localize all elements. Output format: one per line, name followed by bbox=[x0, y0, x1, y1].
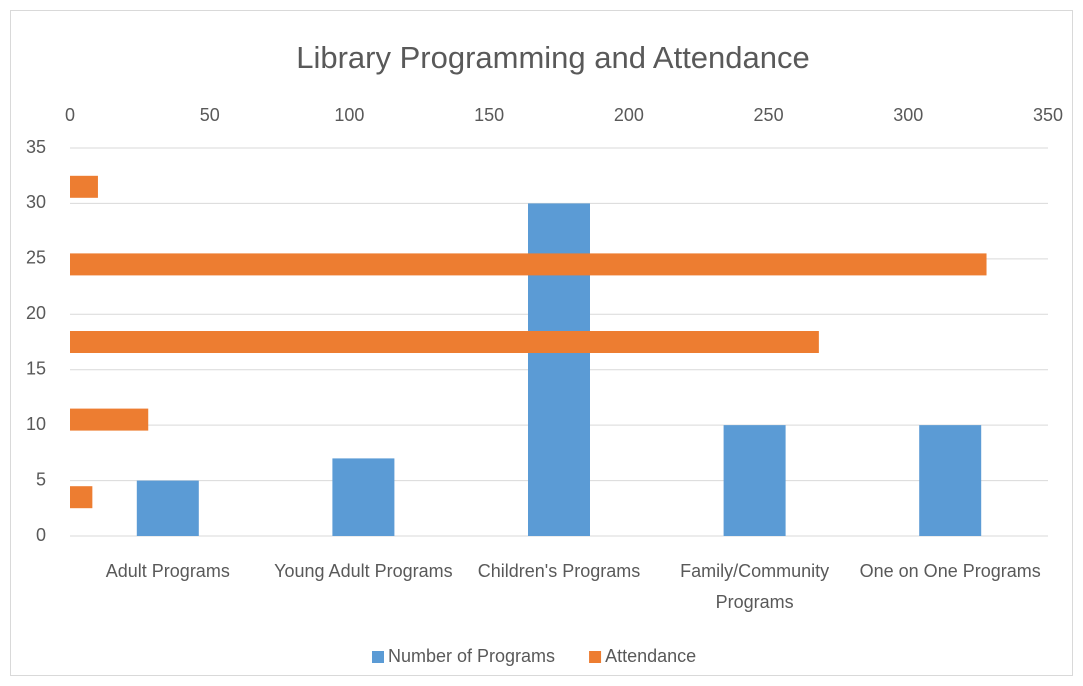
x-tick-label: One on One Programs bbox=[859, 561, 1041, 581]
x2-tick-label: 0 bbox=[65, 105, 75, 125]
program-bar bbox=[332, 458, 395, 536]
x2-tick-label: 350 bbox=[1033, 105, 1063, 125]
chart-title: Library Programming and Attendance bbox=[296, 40, 810, 75]
legend-swatch bbox=[372, 651, 384, 663]
program-bar bbox=[136, 480, 199, 536]
program-bar bbox=[919, 425, 982, 536]
y-tick-label: 0 bbox=[36, 525, 46, 545]
y-tick-label: 15 bbox=[26, 358, 46, 378]
x2-tick-label: 50 bbox=[200, 105, 220, 125]
attendance-bar bbox=[70, 253, 987, 276]
program-bar bbox=[528, 203, 590, 536]
attendance-bar bbox=[70, 175, 98, 198]
y-tick-label: 20 bbox=[26, 303, 46, 323]
program-bar bbox=[723, 425, 786, 536]
x2-tick-label: 150 bbox=[474, 105, 504, 125]
y-tick-label: 25 bbox=[26, 248, 46, 268]
y-tick-label: 10 bbox=[26, 414, 46, 434]
x2-tick-label: 250 bbox=[754, 105, 784, 125]
x2-tick-label: 200 bbox=[614, 105, 644, 125]
x-tick-label: Adult Programs bbox=[105, 561, 230, 581]
attendance-bar bbox=[70, 486, 93, 509]
attendance-bar bbox=[70, 408, 149, 431]
legend-label: Number of Programs bbox=[388, 646, 555, 666]
x-tick-label: Children's Programs bbox=[477, 561, 641, 581]
x-tick-label: Young Adult Programs bbox=[274, 561, 453, 581]
x2-tick-label: 300 bbox=[893, 105, 923, 125]
y-tick-label: 35 bbox=[26, 137, 46, 157]
legend-label: Attendance bbox=[605, 646, 696, 666]
x-tick-label: Family/Community Programs bbox=[680, 561, 830, 612]
y-tick-label: 30 bbox=[26, 192, 46, 212]
y-tick-label: 5 bbox=[36, 469, 46, 489]
legend-swatch bbox=[589, 651, 602, 663]
x2-tick-label: 100 bbox=[334, 105, 364, 125]
attendance-bar bbox=[70, 331, 819, 353]
